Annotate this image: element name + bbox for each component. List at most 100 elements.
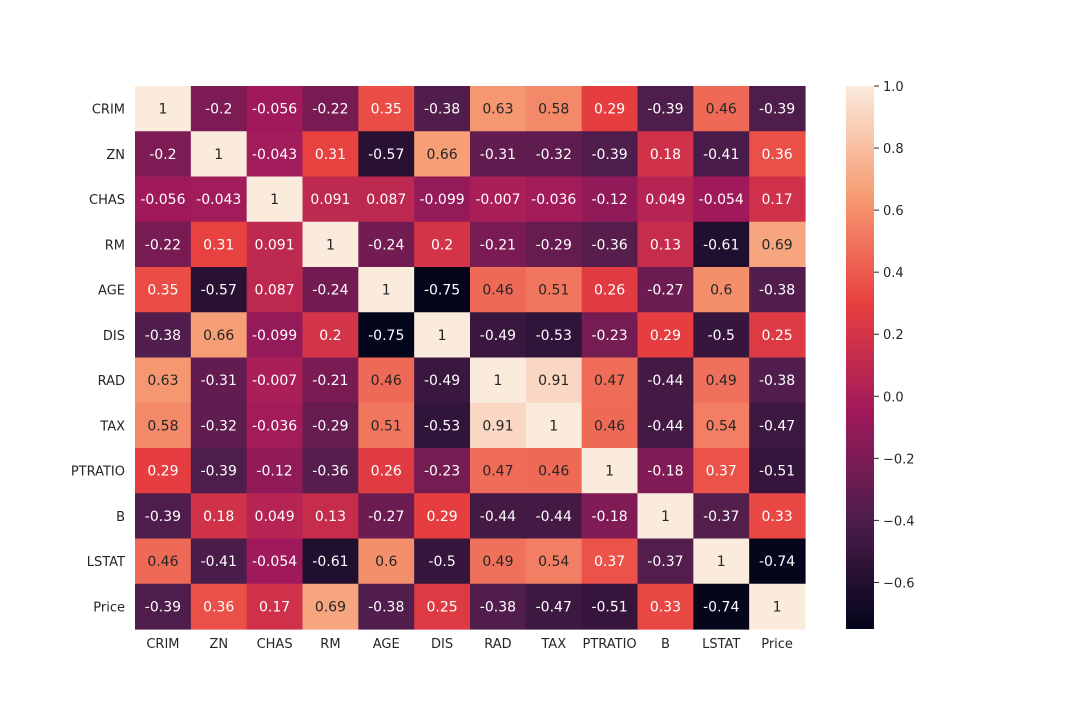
heatmap-cell-zn-tax [525, 131, 583, 178]
heatmap-cell-tax-rm [302, 402, 359, 449]
cell-value-label: -0.74 [759, 554, 795, 570]
cell-value-label: -0.53 [536, 328, 572, 344]
heatmap-cell-rad-age [358, 357, 415, 404]
colorbar-tick-label: 0.4 [883, 266, 904, 281]
cell-value-label: 0.35 [147, 283, 178, 299]
cell-value-label: -0.36 [591, 237, 627, 253]
cell-value-label: -0.41 [703, 147, 739, 163]
cell-value-label: 0.69 [315, 599, 346, 615]
heatmap-cell-price-b [637, 583, 694, 630]
cell-value-label: 0.049 [645, 192, 685, 208]
cell-value-label: -0.32 [536, 147, 572, 163]
y-tick-label-dis: DIS [103, 329, 125, 344]
cell-value-label: -0.056 [140, 192, 185, 208]
cell-value-label: -0.38 [368, 599, 404, 615]
heatmap-cell-crim-age [358, 86, 415, 132]
cell-value-label: 0.17 [259, 599, 290, 615]
y-tick-label-crim: CRIM [92, 103, 125, 118]
heatmap-cell-lstat-ptratio [581, 538, 639, 585]
cell-value-label: 1 [214, 147, 223, 163]
heatmap-cell-crim-tax [525, 86, 583, 132]
heatmap-cell-chas-age [358, 176, 415, 223]
heatmap-cell-age-lstat [693, 267, 750, 313]
y-tick-label-age: AGE [98, 284, 125, 299]
cell-value-label: 0.46 [706, 102, 737, 118]
cell-annotations: 1 -0.2 -0.056 -0.22 0.35 -0.38 0.63 0.58 0.29 -0.… [140, 102, 795, 616]
cell-value-label: -0.75 [424, 283, 460, 299]
heatmap-cell-dis-b [637, 312, 694, 359]
cell-value-label: -0.23 [591, 328, 627, 344]
cell-value-label: -0.38 [759, 283, 795, 299]
heatmap-cell-ptratio-tax [525, 448, 583, 494]
y-tick-label-ptratio: PTRATIO [71, 465, 125, 480]
cell-value-label: -0.31 [480, 147, 516, 163]
heatmap-cell-rm-dis [414, 221, 471, 268]
heatmap-cell-tax-b [637, 402, 694, 449]
cell-value-label: -0.38 [480, 599, 516, 615]
cell-value-label: -0.036 [531, 192, 576, 208]
cell-value-label: -0.043 [196, 192, 241, 208]
heatmap-cell-zn-price [749, 131, 806, 178]
x-tick-label-lstat: LSTAT [702, 637, 740, 652]
heatmap-cell-b-price [749, 493, 806, 540]
cell-value-label: 0.26 [594, 283, 625, 299]
cell-value-label: -0.57 [201, 283, 237, 299]
cell-value-label: 1 [661, 509, 670, 525]
cell-value-label: -0.099 [252, 328, 297, 344]
cell-value-label: -0.44 [647, 373, 683, 389]
heatmap-cell-age-price [749, 267, 806, 313]
heatmap-cell-dis-rm [302, 312, 359, 359]
y-axis-tick-labels: CRIM ZN CHAS RM AGE DIS RAD TAX PTRATIO B LSTAT Pri… [71, 103, 125, 616]
cell-value-label: -0.39 [591, 147, 627, 163]
heatmap-cell-price-age [358, 583, 415, 630]
heatmap-cell-ptratio-zn [190, 448, 248, 494]
cell-value-label: 0.63 [147, 373, 178, 389]
cell-value-label: -0.37 [703, 509, 739, 525]
heatmap-cell-lstat-lstat [693, 538, 750, 585]
colorbar-tick-label: 0.6 [883, 204, 904, 219]
heatmap-cell-price-tax [525, 583, 583, 630]
cell-value-label: -0.5 [708, 328, 735, 344]
cell-value-label: 0.46 [594, 418, 625, 434]
heatmap-cell-price-dis [414, 583, 471, 630]
cell-value-label: 0.087 [255, 283, 295, 299]
cell-value-label: -0.44 [480, 509, 516, 525]
heatmap-cell-zn-dis [414, 131, 471, 178]
heatmap-cell-chas-rad [470, 176, 527, 223]
heatmap-cell-rad-b [637, 357, 694, 404]
cell-value-label: -0.22 [145, 237, 181, 253]
cell-value-label: -0.36 [312, 464, 348, 480]
heatmap-cell-chas-crim [135, 176, 192, 223]
cell-value-label: 1 [382, 283, 391, 299]
heatmap-cell-rad-zn [190, 357, 248, 404]
cell-value-label: 0.37 [594, 554, 625, 570]
cell-value-label: -0.18 [647, 464, 683, 480]
cell-value-label: 0.46 [371, 373, 402, 389]
cell-value-label: 1 [270, 192, 279, 208]
cell-value-label: -0.75 [368, 328, 404, 344]
cell-value-label: 0.17 [761, 192, 792, 208]
cell-value-label: 0.51 [371, 418, 402, 434]
x-axis-tick-labels: CRIM ZN CHAS RM AGE DIS RAD TAX PTRATIO B LSTAT Pri… [146, 637, 793, 652]
cell-value-label: -0.37 [647, 554, 683, 570]
cell-value-label: 1 [605, 464, 614, 480]
heatmap-cell-lstat-dis [414, 538, 471, 585]
heatmap-cell-age-chas [246, 267, 304, 313]
heatmap-cell-dis-tax [525, 312, 583, 359]
heatmap-cell-chas-b [637, 176, 694, 223]
cell-value-label: -0.61 [312, 554, 348, 570]
heatmap-cell-tax-crim [135, 402, 192, 449]
heatmap-cell-zn-ptratio [581, 131, 639, 178]
heatmap-cell-rm-crim [135, 221, 192, 268]
y-tick-label-b: B [116, 510, 125, 525]
heatmap-cell-ptratio-b [637, 448, 694, 494]
cell-value-label: 0.087 [366, 192, 406, 208]
x-tick-label-rad: RAD [484, 637, 511, 652]
cell-value-label: 0.47 [482, 464, 513, 480]
heatmap-cell-chas-rm [302, 176, 359, 223]
heatmap-cell-chas-price [749, 176, 806, 223]
heatmap-cell-rm-rad [470, 221, 527, 268]
heatmap-cell-lstat-crim [135, 538, 192, 585]
heatmap-cell-tax-zn [190, 402, 248, 449]
cell-value-label: 0.36 [761, 147, 792, 163]
